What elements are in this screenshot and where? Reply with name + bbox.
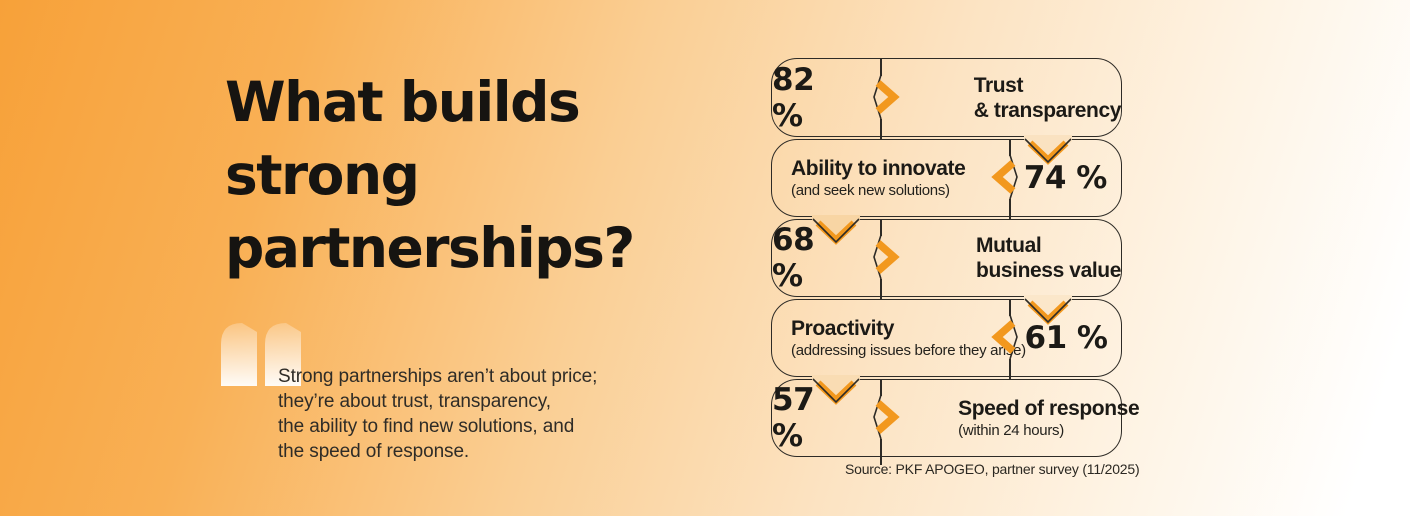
quote-line: the ability to find new solutions, and [278, 416, 575, 437]
percent-cell: 82 % [772, 59, 830, 136]
source-note: Source: PKF APOGEO, partner survey (11/2… [845, 461, 1140, 477]
row-divider [880, 220, 882, 236]
percent-value: 61 % [1024, 320, 1109, 356]
row-divider [880, 439, 882, 465]
row-title: business value [976, 259, 1121, 282]
row-divider [880, 279, 882, 299]
quote-line: the speed of response. [278, 441, 470, 462]
row-subtitle: (addressing issues before they arise) [791, 342, 1026, 359]
percent-value: 57 % [772, 382, 815, 454]
label-cell: Speed of response (within 24 hours) [814, 380, 1139, 456]
page-title-line: strong [225, 143, 420, 207]
quote-line: they’re about trust, transparency, [278, 391, 551, 412]
row-divider [1009, 300, 1011, 316]
page-title-line: partnerships? [225, 216, 635, 280]
row-divider [1009, 199, 1011, 219]
row-divider [880, 59, 882, 76]
chevron-left-icon [991, 155, 1018, 199]
row-divider [880, 380, 882, 396]
row-divider [1009, 140, 1011, 156]
percent-value: 82 % [772, 61, 815, 134]
chart-row: 57 % Speed of response (within 24 hours) [771, 379, 1140, 457]
row-title: Mutual [976, 234, 1042, 257]
chevron-right-icon [873, 235, 900, 279]
label-cell: Proactivity (addressing issues before th… [772, 300, 1026, 376]
percent-value: 68 % [772, 222, 815, 294]
percent-value: 74 % [1023, 160, 1108, 196]
chevron-down-icon [812, 375, 860, 405]
row-subtitle: (within 24 hours) [958, 422, 1064, 439]
quote-line: Strong partnerships aren’t about price; [278, 366, 598, 387]
chevron-right-icon [873, 395, 900, 439]
percent-cell: 68 % [772, 220, 832, 296]
row-subtitle: (and seek new solutions) [791, 182, 950, 199]
quote-icon [221, 323, 301, 386]
page-title: What builds strong partnerships? [225, 66, 635, 285]
label-cell: Ability to innovate (and seek new soluti… [772, 140, 1010, 216]
chevron-down-icon [812, 215, 860, 245]
percent-cell: 74 % [1010, 140, 1121, 216]
row-divider [1009, 359, 1011, 379]
label-cell: Trust & transparency [830, 59, 1122, 136]
chevron-left-icon [991, 315, 1018, 359]
percent-cell: 61 % [1011, 300, 1121, 376]
row-title: & transparency [973, 98, 1122, 122]
row-title: Trust [973, 73, 1024, 97]
chart-row: 68 % Mutual business value [771, 219, 1122, 297]
chevron-right-icon [873, 75, 900, 119]
chart-row: Proactivity (addressing issues before th… [771, 299, 1122, 377]
chevron-down-icon [1024, 135, 1072, 165]
row-title: Proactivity [791, 317, 894, 340]
label-cell: Mutual business value [832, 220, 1121, 296]
row-divider [880, 119, 882, 139]
percent-cell: 57 % [772, 380, 815, 456]
chart-row: 82 % Trust & transparency [771, 58, 1122, 137]
chevron-down-icon [1024, 295, 1072, 325]
row-title: Speed of response [958, 397, 1140, 420]
row-title: Ability to innovate [791, 157, 966, 180]
chart-row: Ability to innovate (and seek new soluti… [771, 139, 1122, 217]
page-title-line: What builds [225, 70, 581, 134]
quote-text: Strong partnerships aren’t about price; … [278, 364, 597, 464]
